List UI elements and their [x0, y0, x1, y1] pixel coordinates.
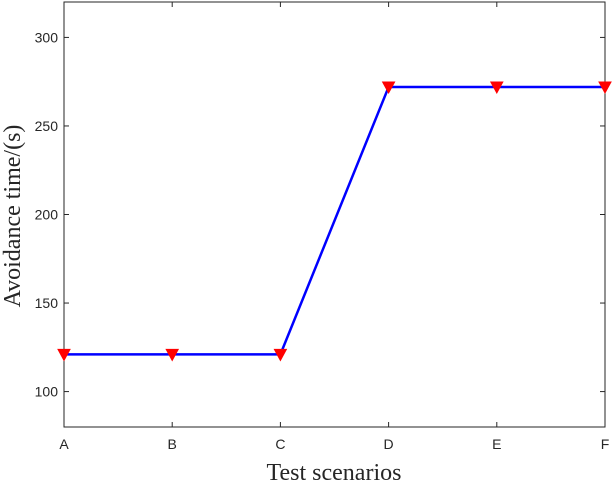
x-tick-label: F	[601, 436, 610, 452]
x-axis-ticks: A B C D E F	[59, 2, 609, 452]
data-point-marker	[489, 81, 504, 95]
series-line	[64, 85, 605, 356]
y-tick-label: 300	[35, 29, 59, 45]
y-axis-ticks: 100 150 200 250 300	[35, 29, 605, 400]
y-tick-label: 250	[35, 118, 59, 134]
x-tick-label: B	[168, 436, 177, 452]
y-tick-label: 150	[35, 295, 59, 311]
data-point-marker	[57, 348, 71, 362]
data-point-marker	[598, 81, 612, 95]
data-point-marker	[165, 348, 180, 362]
y-tick-label: 100	[35, 384, 59, 400]
x-tick-label: A	[59, 436, 69, 452]
x-tick-label: C	[275, 436, 285, 452]
x-tick-label: D	[384, 436, 394, 452]
x-axis-title: Test scenarios	[267, 460, 402, 484]
data-point-marker	[273, 348, 288, 362]
series-group	[57, 81, 612, 362]
data-point-marker	[381, 81, 396, 95]
plot-area	[63, 1, 606, 428]
plot-frame	[63, 1, 606, 428]
y-axis-title: Avoidance time/(s)	[0, 125, 26, 308]
x-tick-label: E	[492, 436, 501, 452]
y-tick-label: 200	[35, 207, 59, 223]
